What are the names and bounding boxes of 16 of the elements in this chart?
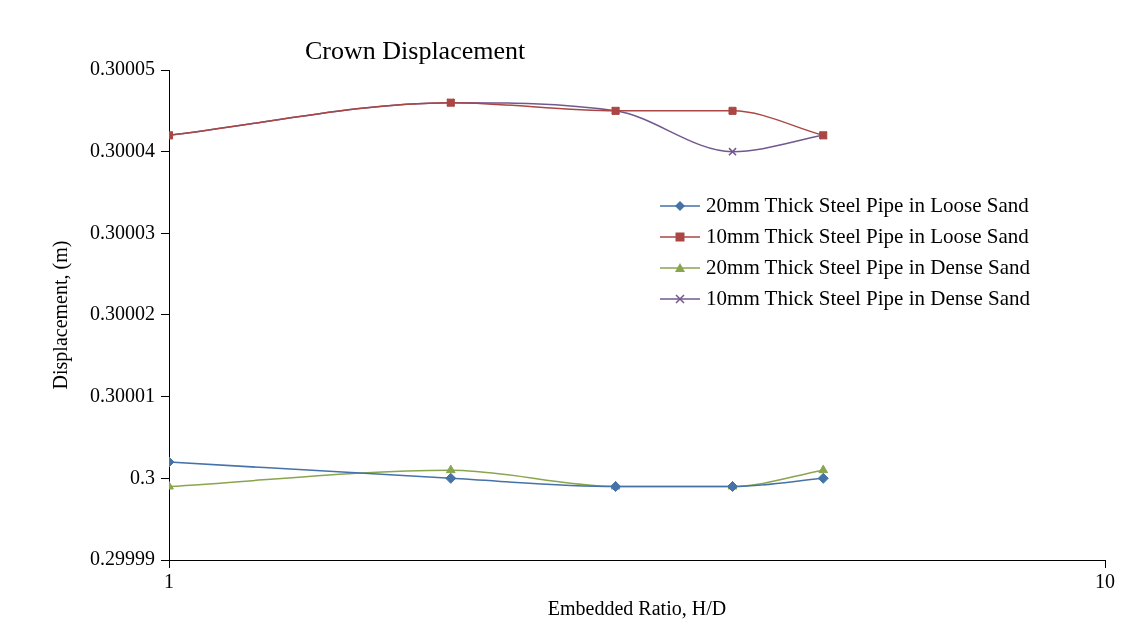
legend-label: 10mm Thick Steel Pipe in Loose Sand: [706, 223, 1029, 250]
legend-label: 20mm Thick Steel Pipe in Dense Sand: [706, 254, 1030, 281]
y-axis-title: Displacement, (m): [49, 240, 73, 390]
x-axis-title: Embedded Ratio, H/D: [547, 597, 727, 620]
legend-label: 10mm Thick Steel Pipe in Dense Sand: [706, 285, 1030, 312]
y-tick-label: 0.30003: [90, 220, 155, 243]
y-tick-label: 0.3: [130, 465, 155, 488]
y-tick-label: 0.30004: [90, 138, 155, 161]
y-tick-label: 0.29999: [90, 547, 155, 570]
x-tick-label: 1: [164, 570, 174, 593]
y-tick-label: 0.30002: [90, 302, 155, 325]
y-tick-label: 0.30001: [90, 383, 155, 406]
y-tick-label: 0.30005: [90, 57, 155, 80]
x-tick-label: 10: [1095, 570, 1115, 593]
legend-label: 20mm Thick Steel Pipe in Loose Sand: [706, 192, 1029, 219]
chart-title: Crown Displacement: [305, 36, 526, 66]
